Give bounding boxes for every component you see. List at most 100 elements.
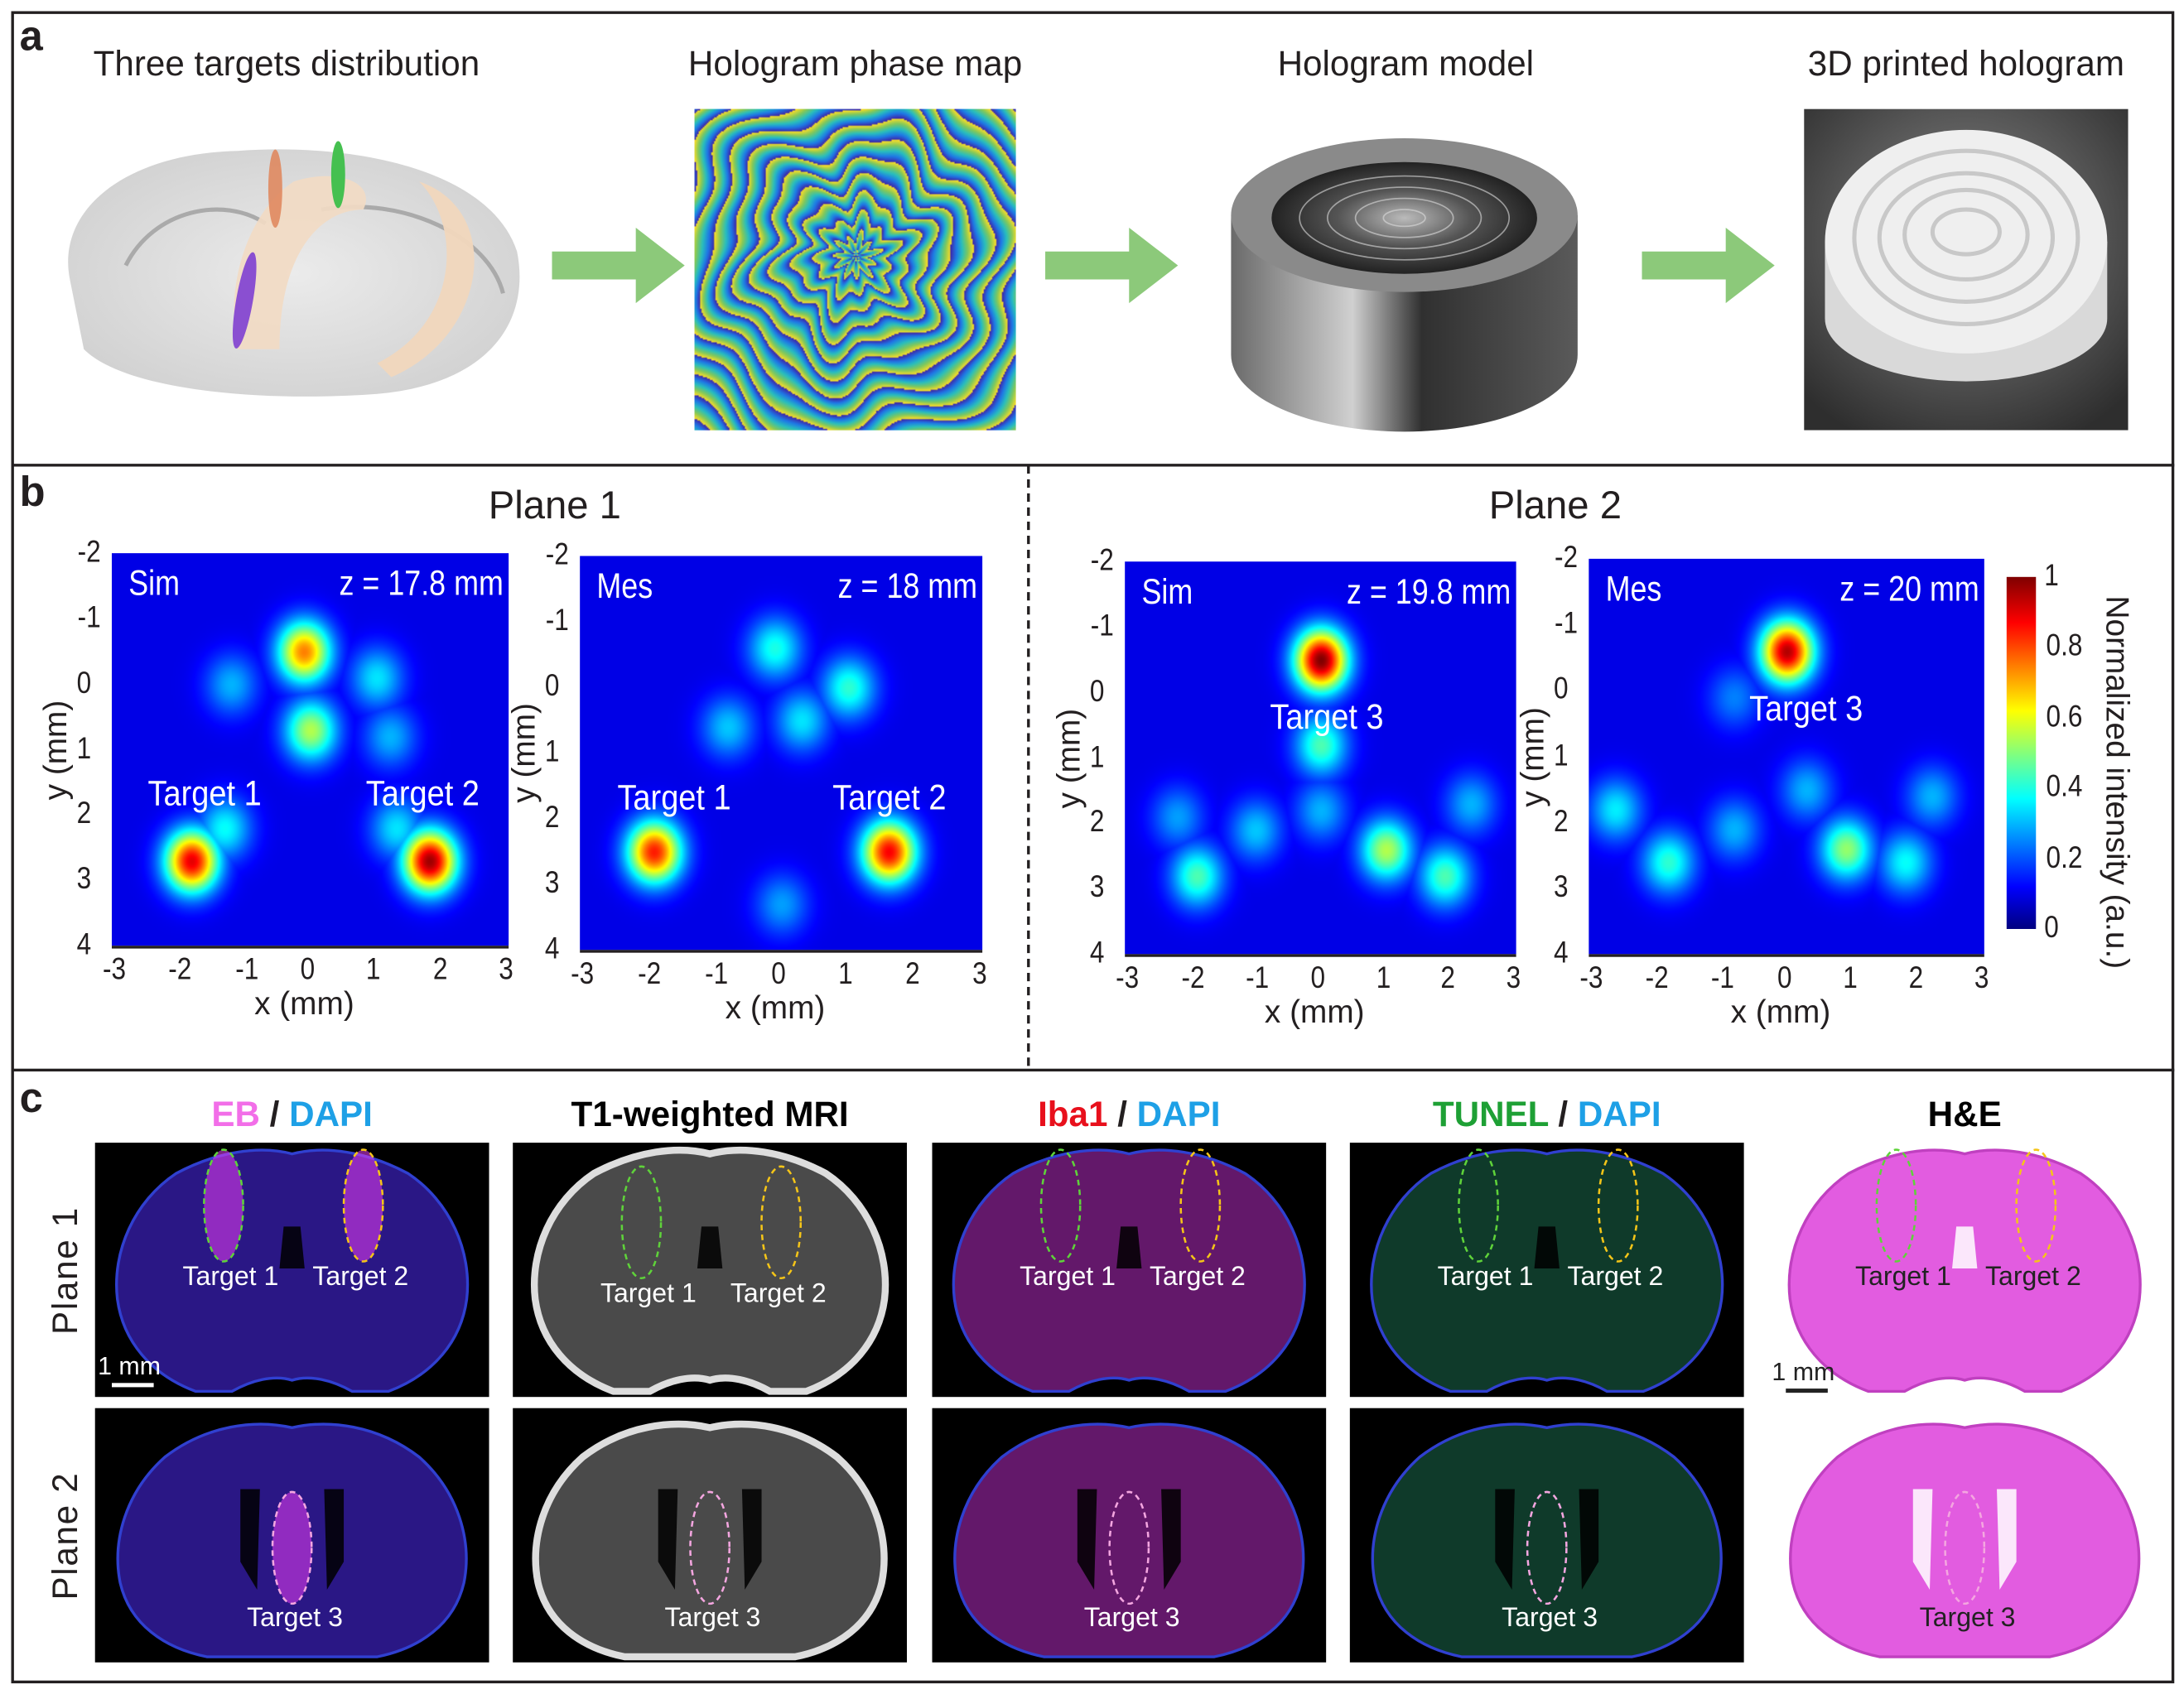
- y-axis-label: y (mm): [504, 703, 542, 803]
- y-tick-label: -1: [1554, 604, 1579, 641]
- brain-section-svg: [1787, 1148, 2142, 1393]
- x-tick-label: -3: [1116, 960, 1140, 995]
- y-tick-label: 2: [76, 795, 92, 830]
- x-tick-label: 1: [1376, 960, 1391, 995]
- target-2-label: Target 2: [730, 1279, 827, 1309]
- y-tick-label: 1: [544, 733, 560, 768]
- x-tick-label: -1: [705, 955, 729, 991]
- brain-section-svg: [116, 1422, 468, 1658]
- target-3-ellipse: [689, 1490, 730, 1605]
- x-tick-label: -3: [1579, 960, 1603, 995]
- y-tick-label: 4: [1554, 934, 1569, 970]
- scale-bar: [111, 1383, 154, 1388]
- scale-bar-label: 1 mm: [98, 1352, 162, 1380]
- x-tick-label: 1: [366, 951, 382, 987]
- heatmap-peak: [1177, 816, 1179, 818]
- target-1-label: Target 1: [1855, 1263, 1951, 1292]
- heatmap-peak: [1320, 810, 1322, 811]
- column-title: H&E: [1928, 1095, 2002, 1136]
- y-axis-label: y (mm): [1514, 706, 1550, 806]
- target-1-label: Target 1: [1437, 1263, 1534, 1292]
- heatmap-peak: [1668, 862, 1670, 864]
- x-axis-line: [111, 946, 509, 949]
- column-title-part: TUNEL: [1432, 1095, 1549, 1135]
- target-3-label: Target 3: [247, 1603, 343, 1634]
- column-title-part: DAPI: [1577, 1095, 1661, 1135]
- colorbar-tick-label: 0.4: [2046, 768, 2083, 804]
- brain-outline: [1371, 1422, 1723, 1658]
- x-tick-label: -2: [638, 955, 662, 991]
- heatmap-peak: [774, 648, 776, 650]
- heatmap-peak: [848, 687, 850, 689]
- target-annotation: Target 2: [832, 778, 946, 818]
- target-2-ellipse: [342, 1148, 384, 1263]
- panel-c-label: c: [19, 1076, 43, 1122]
- printed-hologram-photo: [1804, 108, 2129, 431]
- ventricle-shape: [1912, 1489, 2017, 1591]
- column-title-part: T1-weighted MRI: [571, 1095, 849, 1135]
- target-3-ellipse: [271, 1490, 313, 1605]
- heatmap-peak: [376, 677, 378, 679]
- x-tick-label: 0: [1310, 960, 1326, 995]
- ventricle-shape: [1116, 1226, 1142, 1268]
- x-tick-label: -1: [234, 951, 258, 987]
- target-2-label: Target 2: [1567, 1263, 1664, 1292]
- heatmap-peak: [1470, 804, 1472, 806]
- target-1-label: Target 1: [600, 1279, 697, 1309]
- heatmap-peak: [781, 904, 783, 906]
- column-title-part: H&E: [1927, 1095, 2002, 1135]
- y-tick-label: 2: [1554, 802, 1569, 838]
- heatmap-peak: [653, 851, 655, 853]
- heatmap-mode-label: Sim: [128, 564, 180, 604]
- target-annotation: Target 1: [617, 778, 731, 818]
- heatmap-peak: [1256, 830, 1257, 831]
- x-tick-label: -3: [571, 955, 595, 991]
- brain-section-image: Target 1 Target 2: [1349, 1143, 1744, 1398]
- x-tick-label: -1: [1246, 960, 1270, 995]
- y-tick-label: 4: [1089, 934, 1105, 970]
- brain-section-image: Target 3: [94, 1408, 489, 1663]
- target-2-ellipse: [760, 1165, 803, 1280]
- panel-b-label: b: [19, 469, 46, 516]
- y-tick-label: -2: [1554, 539, 1579, 575]
- y-tick-label: 2: [1089, 803, 1105, 839]
- heatmap-peak: [224, 828, 226, 830]
- heatmap-peak: [1320, 744, 1322, 746]
- heatmap-peak: [396, 828, 398, 830]
- brain-section-svg: [115, 1148, 470, 1393]
- column-title: Iba1 / DAPI: [1038, 1095, 1220, 1136]
- ventricle-shape: [1534, 1226, 1560, 1268]
- target-3-marker: [330, 141, 345, 209]
- x-tick-label: -3: [102, 951, 127, 987]
- heatmap-canvas: [1589, 558, 1984, 955]
- brain-section-svg: [1371, 1422, 1723, 1658]
- brain-section-svg: [532, 1420, 888, 1661]
- brain-section-image: Target 1 Target 2: [932, 1143, 1327, 1398]
- y-tick-label: 3: [544, 864, 560, 900]
- y-tick-label: 0: [1089, 672, 1105, 708]
- y-tick-label: 1: [1554, 736, 1569, 772]
- brain-3d-illustration: [68, 141, 520, 397]
- target-1-ellipse: [203, 1148, 244, 1263]
- colorbar-tick-label: 0.2: [2046, 839, 2083, 874]
- plane-1-title: Plane 1: [488, 483, 621, 527]
- x-axis-line: [580, 950, 983, 953]
- target-annotation: Target 3: [1749, 690, 1863, 729]
- target-2-marker: [268, 149, 282, 229]
- heatmap-peak: [1931, 796, 1933, 797]
- target-3-ellipse: [1526, 1490, 1568, 1605]
- brain-outline: [531, 1146, 890, 1395]
- heatmap-z-label: z = 17.8 mm: [339, 564, 504, 604]
- y-tick-label: 1: [76, 729, 92, 765]
- column-title-part: DAPI: [1136, 1095, 1221, 1135]
- heatmap-peak: [191, 860, 193, 862]
- brain-section-svg: [953, 1422, 1305, 1658]
- heatmap-mode-label: Mes: [1605, 570, 1662, 609]
- y-tick-label: 2: [544, 799, 560, 835]
- scale-bar: [1786, 1389, 1828, 1393]
- x-tick-label: 2: [432, 951, 447, 987]
- x-axis-line: [1125, 954, 1516, 957]
- column-title-part: /: [1107, 1095, 1137, 1135]
- y-tick-label: -2: [77, 533, 101, 569]
- target-annotation: Target 3: [1270, 698, 1385, 738]
